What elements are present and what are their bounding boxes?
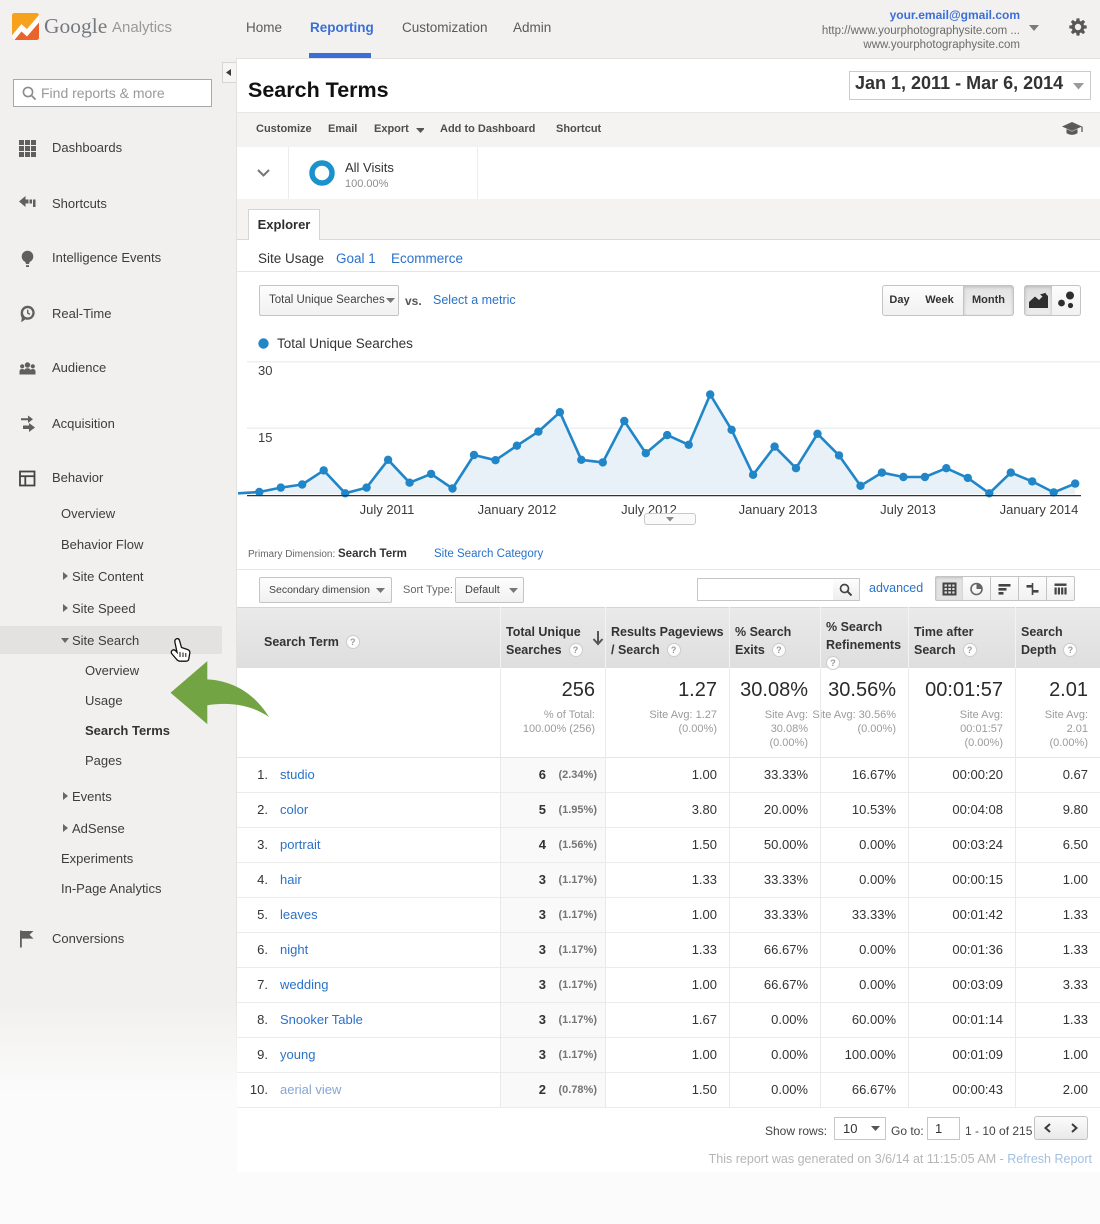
svg-text:30: 30: [258, 363, 272, 378]
svg-text:15: 15: [258, 430, 272, 445]
